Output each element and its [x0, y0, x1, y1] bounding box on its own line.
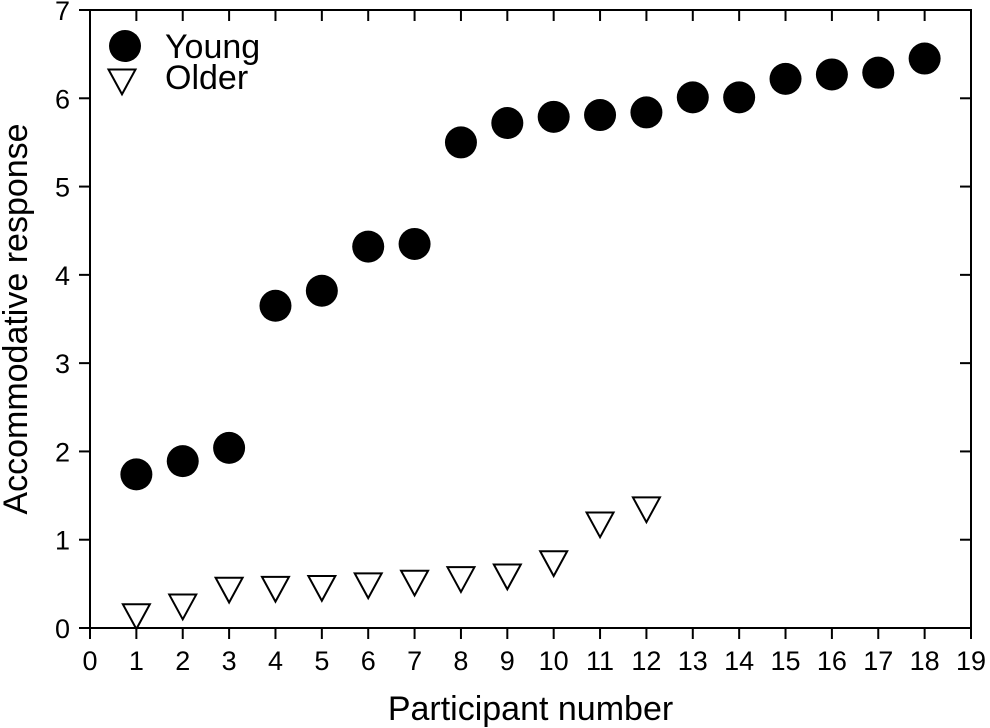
x-tick-label: 12 [631, 646, 661, 676]
point-older [306, 575, 338, 603]
x-tick-label: 6 [361, 646, 376, 676]
x-tick-label: 18 [910, 646, 940, 676]
legend-marker-older [106, 68, 138, 97]
x-tick-label: 14 [724, 646, 754, 676]
plot-frame [89, 9, 972, 629]
y-tick-label: 4 [55, 261, 70, 291]
y-tick-label: 3 [55, 349, 70, 379]
legend: Young Older [106, 28, 260, 97]
point-older [584, 511, 616, 540]
plot-border [89, 9, 972, 629]
x-tick-label: 9 [500, 646, 515, 676]
y-tick-label: 0 [55, 614, 70, 644]
legend-marker-young [109, 30, 141, 62]
y-axis-label: Accommodative response [0, 123, 35, 514]
point-older [492, 563, 523, 592]
point-young [305, 274, 338, 307]
y-tick-label: 6 [55, 84, 70, 114]
point-young [769, 62, 802, 95]
point-young [444, 126, 477, 159]
point-young [584, 99, 617, 132]
point-young [723, 81, 756, 114]
x-tick-label: 7 [407, 646, 422, 676]
point-young [491, 107, 524, 140]
x-tick-label: 15 [771, 646, 801, 676]
axis-ticks [79, 9, 972, 639]
point-young [537, 100, 570, 133]
legend-label-older: Older [165, 59, 248, 97]
point-older [538, 550, 569, 579]
x-tick-label: 10 [539, 646, 569, 676]
point-young [815, 58, 848, 91]
y-tick-label: 2 [55, 437, 70, 467]
x-tick-label: 1 [129, 646, 144, 676]
point-older [121, 603, 152, 632]
point-young [352, 230, 385, 263]
x-tick-label: 5 [314, 646, 329, 676]
x-tick-label: 11 [586, 646, 614, 676]
x-tick-label: 17 [863, 646, 893, 676]
legend-label-young: Young [165, 28, 260, 66]
x-tick-label: 3 [222, 646, 237, 676]
point-older [213, 576, 245, 605]
x-tick-label: 0 [82, 646, 97, 676]
y-tick-label: 1 [55, 526, 70, 556]
x-tick-label: 2 [175, 646, 190, 676]
point-older [353, 572, 384, 601]
x-tick-label: 8 [453, 646, 468, 676]
point-older [260, 575, 291, 604]
point-young [630, 96, 663, 129]
x-tick-label: 19 [956, 646, 986, 676]
point-older [399, 569, 430, 598]
point-young [862, 56, 895, 89]
point-young [166, 445, 199, 478]
y-tick-label: 5 [55, 173, 70, 203]
point-older [167, 593, 198, 622]
y-tick-label: 7 [55, 0, 70, 26]
point-young [213, 431, 246, 464]
point-young [259, 289, 292, 322]
x-axis-label: Participant number [388, 690, 673, 728]
point-older [631, 496, 662, 525]
x-tick-label: 16 [817, 646, 847, 676]
x-tick-label: 4 [268, 646, 283, 676]
point-young [908, 42, 941, 75]
point-young [398, 227, 431, 260]
point-young [120, 458, 153, 491]
x-tick-label: 13 [678, 646, 708, 676]
point-young [676, 81, 709, 114]
point-older [445, 566, 477, 595]
data-points [120, 42, 941, 632]
